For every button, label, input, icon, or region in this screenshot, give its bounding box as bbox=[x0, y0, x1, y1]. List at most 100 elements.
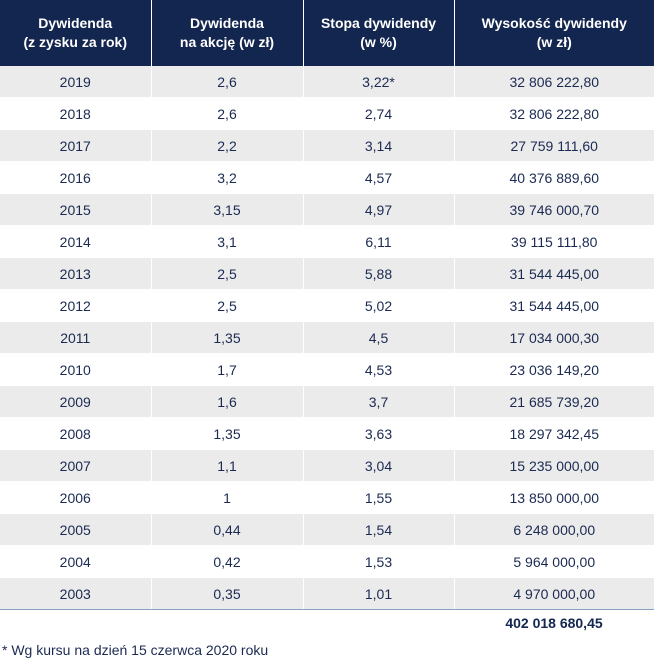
table-row: 2009 1,6 3,7 21 685 739,20 bbox=[0, 385, 654, 418]
cell-per-share: 0,42 bbox=[151, 545, 304, 578]
cell-per-share: 1,35 bbox=[151, 417, 304, 450]
table-row: 2011 1,35 4,5 17 034 000,30 bbox=[0, 321, 654, 354]
cell-yield: 6,11 bbox=[303, 225, 455, 258]
header-yield-line1: Stopa dywidendy bbox=[320, 15, 437, 31]
header-year: Dywidenda (z zysku za rok) bbox=[0, 0, 152, 66]
header-row: Dywidenda (z zysku za rok) Dywidenda na … bbox=[0, 0, 654, 66]
cell-per-share: 0,35 bbox=[151, 577, 304, 610]
cell-year: 2006 bbox=[0, 481, 152, 514]
cell-year: 2013 bbox=[0, 257, 152, 290]
cell-yield: 5,88 bbox=[303, 257, 455, 290]
cell-per-share: 2,6 bbox=[151, 66, 304, 98]
cell-per-share: 2,5 bbox=[151, 257, 304, 290]
cell-amount: 31 544 445,00 bbox=[454, 257, 654, 290]
table-row: 2010 1,7 4,53 23 036 149,20 bbox=[0, 353, 654, 386]
cell-amount: 39 115 111,80 bbox=[454, 225, 654, 258]
table-row: 2013 2,5 5,88 31 544 445,00 bbox=[0, 257, 654, 290]
cell-amount: 32 806 222,80 bbox=[454, 97, 654, 130]
cell-amount: 23 036 149,20 bbox=[454, 353, 654, 386]
footnote: * Wg kursu na dzień 15 czerwca 2020 roku bbox=[2, 642, 269, 658]
cell-per-share: 3,1 bbox=[151, 225, 304, 258]
table-row: 2008 1,35 3,63 18 297 342,45 bbox=[0, 417, 654, 450]
cell-yield: 3,22* bbox=[303, 66, 455, 98]
cell-yield: 4,97 bbox=[303, 193, 455, 226]
cell-year: 2014 bbox=[0, 225, 152, 258]
cell-per-share: 1,35 bbox=[151, 321, 304, 354]
table-row: 2016 3,2 4,57 40 376 889,60 bbox=[0, 161, 654, 194]
cell-yield: 3,7 bbox=[303, 385, 455, 418]
cell-year: 2012 bbox=[0, 289, 152, 322]
cell-amount: 39 746 000,70 bbox=[454, 193, 654, 226]
header-per-share-line2: na akcję (w zł) bbox=[179, 34, 275, 50]
cell-year: 2007 bbox=[0, 449, 152, 482]
cell-amount: 31 544 445,00 bbox=[454, 289, 654, 322]
cell-per-share: 3,2 bbox=[151, 161, 304, 194]
cell-year: 2004 bbox=[0, 545, 152, 578]
table-row: 2017 2,2 3,14 27 759 111,60 bbox=[0, 129, 654, 162]
header-year-line1: Dywidenda bbox=[38, 15, 113, 31]
cell-yield: 1,53 bbox=[303, 545, 455, 578]
cell-yield: 4,5 bbox=[303, 321, 455, 354]
cell-per-share: 0,44 bbox=[151, 513, 304, 546]
cell-per-share: 1,1 bbox=[151, 449, 304, 482]
cell-amount: 21 685 739,20 bbox=[454, 385, 654, 418]
table-row: 2019 2,6 3,22* 32 806 222,80 bbox=[0, 66, 654, 98]
cell-year: 2018 bbox=[0, 97, 152, 130]
cell-year: 2019 bbox=[0, 66, 152, 98]
table-row: 2015 3,15 4,97 39 746 000,70 bbox=[0, 193, 654, 226]
cell-amount: 17 034 000,30 bbox=[454, 321, 654, 354]
cell-year: 2003 bbox=[0, 577, 152, 610]
header-yield: Stopa dywidendy (w %) bbox=[303, 0, 455, 66]
header-amount: Wysokość dywidendy (w zł) bbox=[454, 0, 654, 66]
cell-yield: 2,74 bbox=[303, 97, 455, 130]
cell-yield: 5,02 bbox=[303, 289, 455, 322]
cell-amount: 5 964 000,00 bbox=[454, 545, 654, 578]
cell-year: 2009 bbox=[0, 385, 152, 418]
header-amount-line1: Wysokość dywidendy bbox=[481, 15, 627, 31]
total-empty-2 bbox=[151, 609, 303, 636]
cell-yield: 4,53 bbox=[303, 353, 455, 386]
cell-yield: 3,63 bbox=[303, 417, 455, 450]
dividend-table: Dywidenda (z zysku za rok) Dywidenda na … bbox=[0, 0, 654, 636]
header-per-share-line1: Dywidenda bbox=[190, 15, 264, 31]
cell-year: 2005 bbox=[0, 513, 152, 546]
cell-year: 2015 bbox=[0, 193, 152, 226]
cell-amount: 6 248 000,00 bbox=[454, 513, 654, 546]
cell-amount: 13 850 000,00 bbox=[454, 481, 654, 514]
cell-per-share: 2,2 bbox=[151, 129, 304, 162]
cell-per-share: 1,6 bbox=[151, 385, 304, 418]
cell-yield: 3,04 bbox=[303, 449, 455, 482]
cell-per-share: 1 bbox=[151, 481, 304, 514]
table-row: 2007 1,1 3,04 15 235 000,00 bbox=[0, 449, 654, 482]
cell-per-share: 2,6 bbox=[151, 97, 304, 130]
total-empty-3 bbox=[303, 609, 454, 636]
cell-amount: 18 297 342,45 bbox=[454, 417, 654, 450]
cell-yield: 1,54 bbox=[303, 513, 455, 546]
cell-amount: 27 759 111,60 bbox=[454, 129, 654, 162]
header-per-share: Dywidenda na akcję (w zł) bbox=[151, 0, 304, 66]
cell-year: 2011 bbox=[0, 321, 152, 354]
total-empty-1 bbox=[0, 609, 151, 636]
cell-per-share: 2,5 bbox=[151, 289, 304, 322]
table-row: 2014 3,1 6,11 39 115 111,80 bbox=[0, 225, 654, 258]
table-row: 2005 0,44 1,54 6 248 000,00 bbox=[0, 513, 654, 546]
cell-per-share: 3,15 bbox=[151, 193, 304, 226]
cell-yield: 3,14 bbox=[303, 129, 455, 162]
table-row: 2004 0,42 1,53 5 964 000,00 bbox=[0, 545, 654, 578]
total-value: 402 018 680,45 bbox=[454, 609, 654, 636]
cell-year: 2008 bbox=[0, 417, 152, 450]
table-row: 2003 0,35 1,01 4 970 000,00 bbox=[0, 577, 654, 610]
cell-amount: 15 235 000,00 bbox=[454, 449, 654, 482]
table-row: 2012 2,5 5,02 31 544 445,00 bbox=[0, 289, 654, 322]
header-yield-line2: (w %) bbox=[360, 34, 397, 50]
table-body: 2019 2,6 3,22* 32 806 222,80 2018 2,6 2,74 32 8… bbox=[0, 66, 654, 610]
total-row: 402 018 680,45 bbox=[0, 609, 654, 636]
table-row: 2006 1 1,55 13 850 000,00 bbox=[0, 481, 654, 514]
cell-year: 2017 bbox=[0, 129, 152, 162]
cell-amount: 4 970 000,00 bbox=[454, 577, 654, 610]
cell-amount: 32 806 222,80 bbox=[454, 66, 654, 98]
cell-per-share: 1,7 bbox=[151, 353, 304, 386]
cell-yield: 1,55 bbox=[303, 481, 455, 514]
header-amount-line2: (w zł) bbox=[536, 34, 572, 50]
cell-yield: 1,01 bbox=[303, 577, 455, 610]
